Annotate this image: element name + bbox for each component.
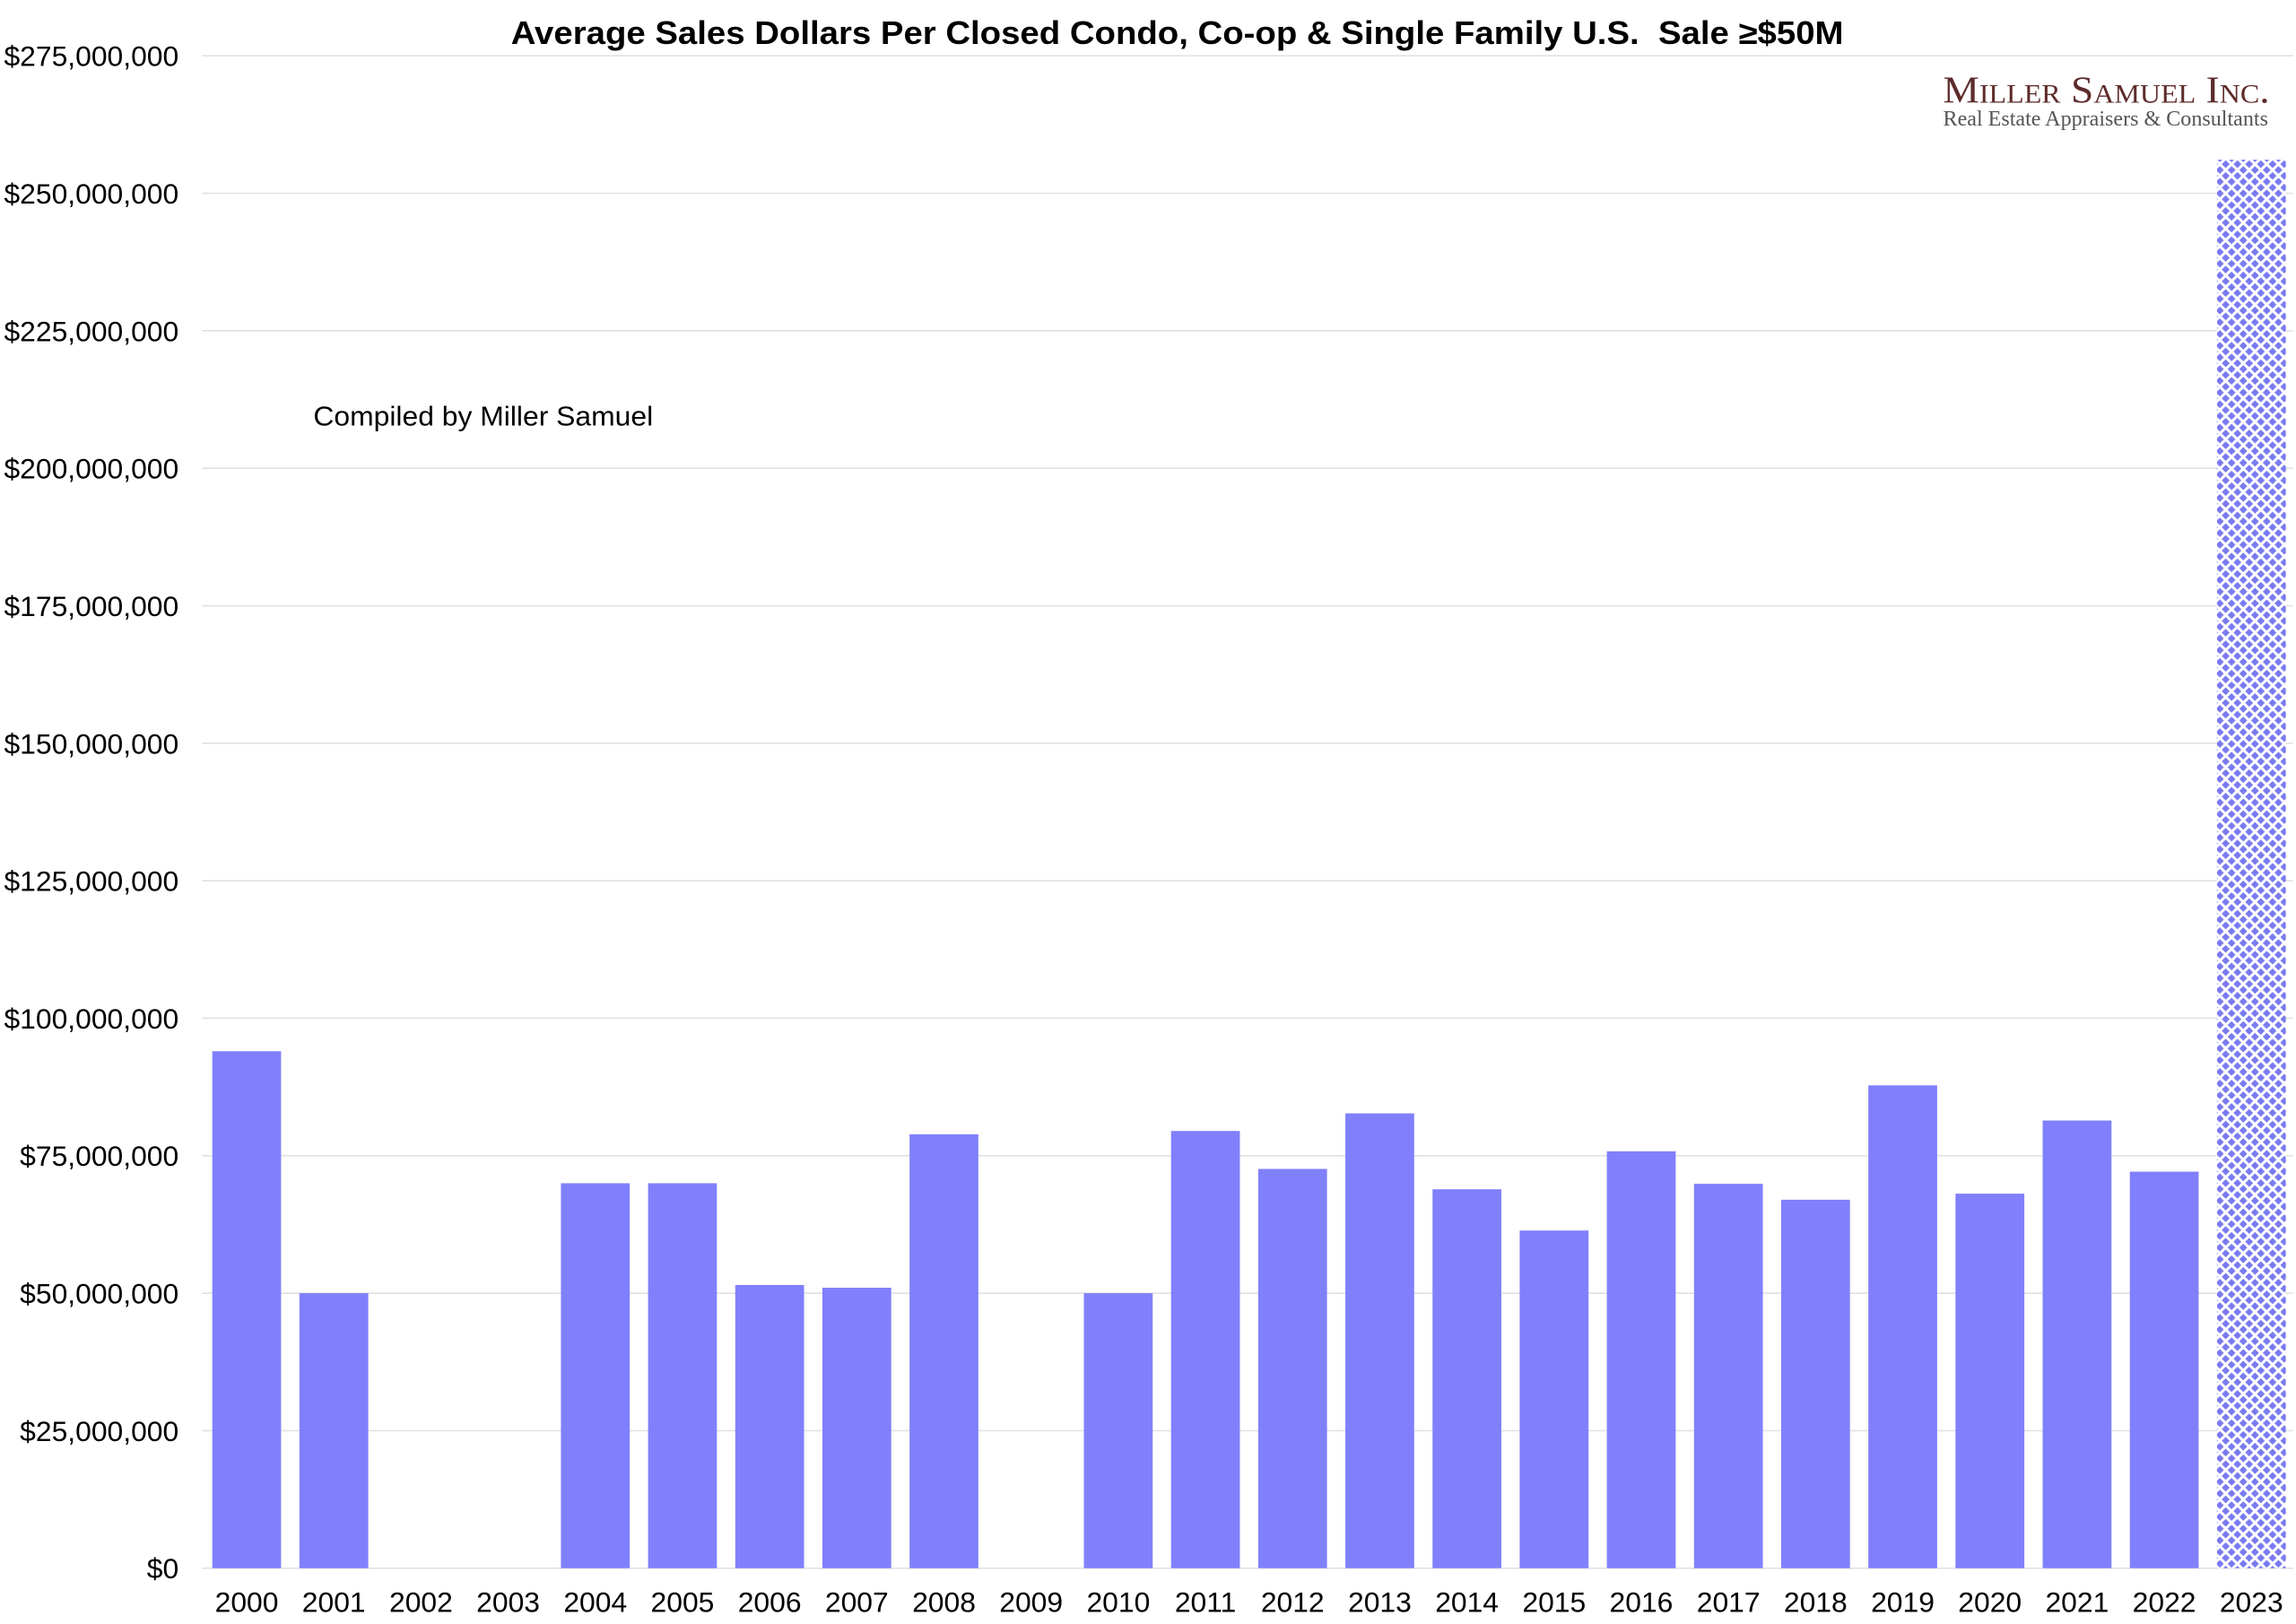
y-tick-label: $50,000,000 (20, 1278, 178, 1310)
x-tick-label: 2019 (1871, 1586, 1935, 1619)
y-tick-label: $75,000,000 (20, 1140, 178, 1172)
y-tick-label: $100,000,000 (4, 1003, 178, 1035)
bar-2001 (299, 1293, 369, 1568)
x-tick-label: 2002 (389, 1586, 453, 1619)
bar-2012 (1257, 1168, 1327, 1568)
chart-title: Average Sales Dollars Per Closed Condo, … (511, 14, 1844, 51)
bar-2022 (2129, 1171, 2199, 1568)
bar-2023 (2216, 160, 2286, 1568)
bar-2006 (735, 1284, 804, 1568)
y-tick-label: $175,000,000 (4, 590, 178, 622)
bar-2016 (1606, 1151, 1676, 1568)
bar-2004 (561, 1183, 631, 1568)
chart-note: Compiled by Miller Samuel (313, 402, 653, 431)
logo-name: Miller Samuel Inc. (1944, 69, 2270, 111)
y-tick-label: $275,000,000 (4, 40, 178, 73)
bar-2005 (648, 1183, 718, 1568)
y-tick-label: $150,000,000 (4, 727, 178, 760)
x-tick-label: 2010 (1086, 1586, 1150, 1619)
x-tick-label: 2008 (912, 1586, 976, 1619)
x-tick-label: 2005 (651, 1586, 715, 1619)
bar-2008 (909, 1133, 978, 1568)
y-axis: $0 $25,000,000 $50,000,000 $75,000,000 $100,… (4, 40, 178, 1585)
bar-2017 (1693, 1184, 1763, 1568)
y-tick-label: $125,000,000 (4, 865, 178, 898)
bar-2021 (2042, 1120, 2112, 1568)
bar-2015 (1519, 1230, 1589, 1568)
y-tick-label: $250,000,000 (4, 178, 178, 210)
x-tick-label: 2006 (738, 1586, 802, 1619)
x-tick-label: 2000 (215, 1586, 279, 1619)
x-tick-label: 2015 (1522, 1586, 1586, 1619)
bar-2014 (1432, 1189, 1501, 1568)
gridlines (202, 55, 2293, 1569)
x-tick-label: 2021 (2045, 1586, 2109, 1619)
x-tick-label: 2016 (1610, 1586, 1674, 1619)
x-tick-label: 2013 (1348, 1586, 1412, 1619)
x-tick-label: 2009 (999, 1586, 1063, 1619)
x-axis: 2000 2001 2002 2003 2004 2005 2006 2007 2008 2009… (215, 1586, 2283, 1619)
bar-2020 (1955, 1194, 2025, 1568)
y-tick-label: $200,000,000 (4, 453, 178, 485)
bar-2007 (822, 1287, 891, 1568)
x-tick-label: 2001 (302, 1586, 366, 1619)
x-tick-label: 2004 (563, 1586, 627, 1619)
bar-2000 (212, 1051, 282, 1568)
x-tick-label: 2020 (1958, 1586, 2022, 1619)
x-tick-label: 2018 (1784, 1586, 1848, 1619)
x-tick-label: 2011 (1175, 1586, 1236, 1619)
x-tick-label: 2012 (1261, 1586, 1325, 1619)
bar-2011 (1170, 1131, 1240, 1568)
bar-2018 (1780, 1199, 1850, 1568)
x-tick-label: 2003 (476, 1586, 540, 1619)
y-tick-label: $225,000,000 (4, 315, 178, 347)
company-logo: Miller Samuel Inc. Real Estate Appraiser… (1944, 69, 2270, 130)
logo-tagline: Real Estate Appraisers & Consultants (1944, 107, 2268, 131)
x-tick-label: 2014 (1435, 1586, 1499, 1619)
bar-2010 (1083, 1293, 1153, 1568)
x-tick-label: 2017 (1697, 1586, 1761, 1619)
y-tick-label: $0 (147, 1552, 178, 1585)
bar-2019 (1868, 1085, 1937, 1568)
y-tick-label: $25,000,000 (20, 1415, 178, 1447)
x-tick-label: 2007 (825, 1586, 889, 1619)
bars (212, 160, 2286, 1568)
x-tick-label: 2023 (2220, 1586, 2283, 1619)
bar-2013 (1345, 1113, 1414, 1568)
x-tick-label: 2022 (2133, 1586, 2196, 1619)
